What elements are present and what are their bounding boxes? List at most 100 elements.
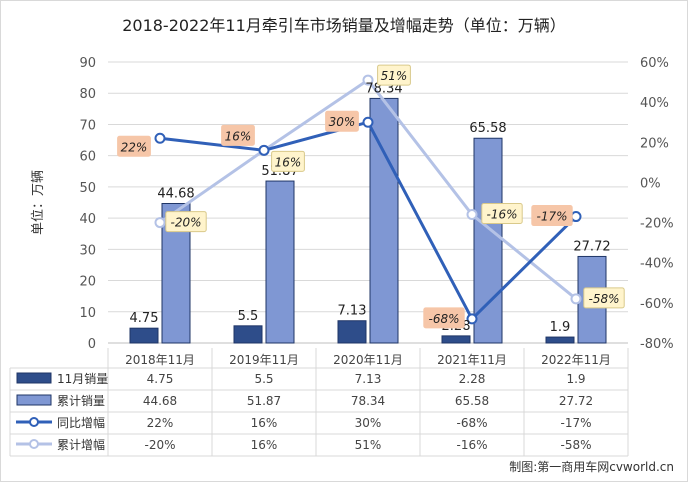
legend-key-bar [16,372,52,384]
y-tick-label: 90 [79,56,96,71]
legend-label: 累计销量 [57,394,105,408]
y2-tick-label: -60% [640,297,674,312]
y2-tick-label: -80% [640,337,674,352]
yoy-growth-point [154,132,166,144]
bar-cumulative-label: 44.68 [157,186,194,201]
legend-key-marker [29,417,39,427]
bar-monthly-label: 1.9 [550,320,571,335]
cumulative-growth-label: 51% [381,69,408,83]
table-cell: -17% [560,416,591,430]
table-cell: 22% [147,416,174,430]
cumulative-growth-point [362,74,374,86]
legend-label: 同比增幅 [57,415,105,430]
yoy-growth-box [117,135,151,157]
y-tick-label: 0 [88,337,96,352]
bar-monthly [441,335,471,344]
x-tick-label: 2019年11月 [229,353,299,367]
table-cell: 2.28 [459,372,486,386]
cumulative-growth-point [570,293,582,305]
table-cell: 51% [355,438,382,452]
x-tick-label: 2018年11月 [125,353,195,367]
table-cell: 16% [251,438,278,452]
y-tick-label: 10 [79,306,96,321]
y-tick-label: 80 [79,87,96,102]
chart-footer: 制图:第一商用车网cvworld.cn [509,460,674,474]
yoy-growth-point [466,313,478,325]
table-cell: 7.13 [355,372,382,386]
bar-monthly-label: 7.13 [338,304,367,319]
legend-key-bar [16,394,52,406]
bar-monthly [233,325,263,344]
yoy-growth-point [258,144,270,156]
data-table: 2018年11月 2019年11月 2020年11月 2021年11月 2022年11月… [9,348,629,457]
axes: 0 10 20 30 40 50 60 70 80 90 -80% -60% -40% -20% 0% 20%… [31,56,674,352]
yoy-growth-label: 22% [121,140,148,154]
y2-tick-label: -40% [640,257,674,272]
table-cell: 1.9 [566,372,585,386]
legend-key-marker [29,439,39,449]
cumulative-growth-box [271,150,305,172]
bar-monthly [129,327,159,344]
y2-tick-label: 0% [640,176,661,191]
bar-monthly [337,320,367,344]
yoy-growth-box [325,110,359,132]
cumulative-growth-box [377,64,411,86]
y-axis-label: 单位：万辆 [31,170,46,235]
table-cell: -20% [144,438,175,452]
table-cell: -58% [560,438,591,452]
y-tick-label: 60 [79,150,96,165]
x-tick-label: 2020年11月 [333,353,403,367]
bar-cumulative-label: 27.72 [573,239,610,254]
table-cell: 27.72 [559,394,593,408]
cumulative-growth-box [481,203,523,225]
table-cell: -16% [456,438,487,452]
cumulative-growth-label: -16% [486,208,517,222]
bar-cumulative [265,180,295,344]
bar-cumulative [369,97,399,344]
cumulative-growth-point [466,209,478,221]
legend-label: 11月销量 [57,372,108,386]
y-tick-label: 70 [79,118,96,133]
table-cell: 44.68 [143,394,177,408]
table-cell: -68% [456,416,487,430]
y2-tick-label: -20% [640,217,674,232]
table-cell: 5.5 [254,372,273,386]
table-cell: 78.34 [351,394,385,408]
y-tick-label: 30 [79,243,96,258]
table-cell: 4.75 [147,372,174,386]
yoy-growth-label: -68% [428,312,459,326]
cumulative-growth-point [154,217,166,229]
y2-tick-label: 20% [640,136,669,151]
cumulative-growth-label: -58% [588,292,619,306]
table-cell: 65.58 [455,394,489,408]
table-cell: 16% [251,416,278,430]
chart-title: 2018-2022年11月牵引车市场销量及增幅走势（单位：万辆） [122,16,566,35]
x-tick-label: 2022年11月 [541,353,611,367]
table-cell: 30% [355,416,382,430]
yoy-growth-box [423,307,465,329]
yoy-growth-point [570,211,582,223]
table-cell: 51.87 [247,394,281,408]
y-tick-label: 50 [79,181,96,196]
bar-monthly-label: 4.75 [130,311,159,326]
cumulative-growth-label: 16% [275,155,302,169]
yoy-growth-label: 16% [225,129,252,143]
y-tick-label: 40 [79,212,96,227]
cumulative-growth-box [165,211,207,233]
cumulative-growth-label: -20% [170,216,201,230]
legend-label: 累计增幅 [57,437,105,452]
yoy-growth-point [362,116,374,128]
y2-tick-label: 60% [640,56,669,71]
x-tick-label: 2021年11月 [437,353,507,367]
cumulative-growth-box [583,287,625,309]
yoy-growth-label: -17% [536,210,567,224]
cumulative-growth-line [159,78,577,301]
y2-tick-label: 40% [640,96,669,111]
yoy-growth-box [531,205,573,227]
data-labels: 4.7544.685.551.877.1378.342.2865.581.927… [117,64,625,335]
yoy-growth-box [221,124,255,146]
bar-monthly-label: 5.5 [238,309,259,324]
bar-cumulative-label: 65.58 [469,121,506,136]
